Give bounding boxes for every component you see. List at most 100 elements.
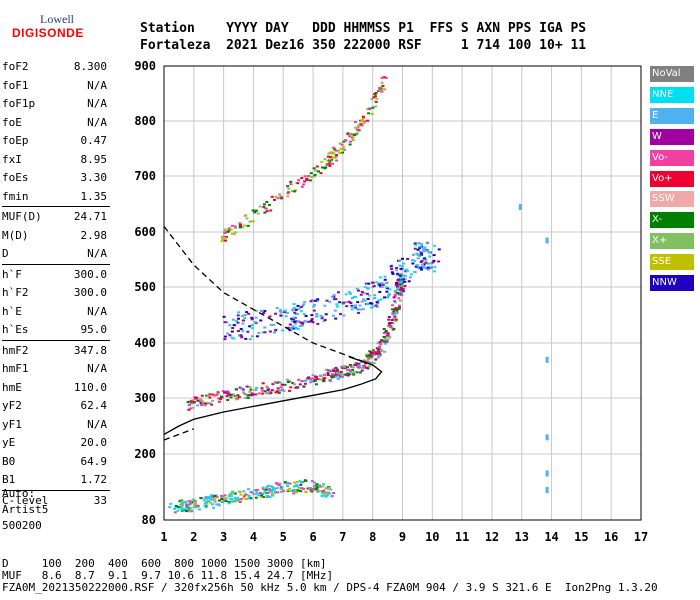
echo-point-f: [336, 371, 339, 374]
echo-point-f: [329, 369, 332, 372]
echo-point-es: [218, 499, 221, 502]
echo-point-f: [380, 349, 384, 352]
echo-point-f: [191, 399, 195, 402]
echo-point-es: [173, 511, 177, 514]
echo-point-spread: [279, 311, 283, 314]
echo-point-2hop: [314, 169, 318, 172]
echo-point-2hop: [240, 226, 244, 228]
echo-point-spread: [423, 246, 427, 249]
echo-point-spread: [223, 335, 227, 338]
echo-point-f: [330, 376, 334, 379]
echo-point-es: [227, 500, 231, 503]
echo-point-es: [313, 481, 316, 484]
echo-point-f: [401, 279, 405, 282]
echo-point-2hop: [253, 211, 257, 214]
echo-point-spread: [299, 306, 303, 309]
echo-point-es: [258, 494, 261, 497]
echo-point-f: [280, 383, 284, 386]
echo-point-f: [295, 386, 298, 389]
echo-point-f: [250, 392, 254, 395]
echo-point-es: [245, 498, 248, 500]
echo-point-spread: [313, 303, 316, 306]
echo-point-f: [192, 401, 196, 403]
echo-point-f: [340, 375, 344, 378]
echo-point-es: [223, 497, 227, 500]
echo-point-f: [364, 360, 368, 363]
echo-point-es: [263, 491, 267, 494]
echo-point-spread: [263, 331, 267, 334]
echo-point-spread: [375, 301, 379, 304]
echo-point-spread: [273, 331, 276, 334]
echo-point-es: [252, 493, 256, 496]
echo-point-spread: [420, 243, 424, 245]
echo-point-spread: [334, 317, 338, 320]
echo-point-f: [396, 286, 400, 289]
echo-point-es: [222, 498, 226, 501]
echo-point-f: [398, 306, 401, 309]
echo-point-f: [378, 353, 382, 356]
echo-point-spread: [424, 258, 428, 261]
digisonde-logo: Lowell DIGISONDE: [8, 10, 83, 42]
echo-point-es: [273, 487, 277, 490]
echo-point-spread: [300, 322, 304, 325]
echo-point-spread: [310, 314, 314, 317]
echo-point-2hop: [305, 179, 309, 181]
echo-point-spread: [437, 248, 441, 251]
echo-point-2hop: [230, 224, 234, 227]
y-tick-label: 500: [134, 280, 156, 294]
echo-point-spread: [302, 313, 306, 316]
echo-point-f: [189, 400, 193, 403]
echo-point-2hop: [308, 179, 312, 182]
echo-point-f: [351, 365, 355, 368]
echo-point-es: [182, 508, 186, 511]
echo-point-es: [255, 491, 259, 494]
echo-point-spread: [294, 327, 298, 330]
echo-point-es: [264, 488, 268, 491]
echo-point-spread: [286, 326, 290, 329]
echo-point-f: [354, 363, 358, 366]
echo-point-es: [295, 481, 299, 483]
echo-point-f: [271, 383, 275, 386]
echo-point-f: [369, 352, 372, 355]
param-row: h`E N/A: [2, 305, 107, 323]
echo-point-f: [393, 308, 397, 311]
echo-point-spread: [416, 257, 420, 260]
echo-point-es: [173, 507, 177, 510]
echo-point-f: [357, 366, 361, 369]
echo-point-2hop: [348, 143, 352, 146]
param-key: yE: [2, 436, 16, 449]
echo-point-es: [215, 496, 219, 498]
echo-point-f: [248, 390, 252, 393]
echo-point-spread: [244, 337, 248, 340]
echo-point-spread: [366, 298, 370, 300]
echo-point-spread: [292, 317, 295, 320]
param-value: 2.98: [80, 228, 108, 242]
echo-point-f: [374, 358, 378, 361]
echo-point-2hop: [375, 97, 379, 100]
echo-point-spread: [413, 242, 417, 245]
param-row: B0 64.9: [2, 455, 107, 473]
echo-point-es: [207, 499, 211, 502]
echo-point-spread: [250, 335, 254, 338]
file-info-row: FZA0M_2021350222000.RSF / 320fx256h 50 k…: [2, 581, 658, 594]
echo-point-spread: [395, 269, 398, 272]
y-tick-label: 700: [134, 169, 156, 183]
echo-point-f: [282, 390, 286, 392]
echo-point-f: [232, 393, 235, 396]
echo-point-2hop: [303, 175, 307, 178]
echo-point-f: [339, 371, 343, 374]
echo-point-f: [392, 328, 396, 330]
echo-point-f: [370, 355, 374, 358]
echo-point-f: [391, 322, 395, 325]
echo-point-f: [237, 395, 241, 398]
echo-point-f: [358, 371, 362, 374]
echo-point-2hop: [338, 142, 342, 145]
echo-point-f: [223, 391, 227, 394]
echo-point-spread: [307, 320, 311, 323]
echo-point-spread: [383, 275, 387, 278]
param-key: h`Es: [2, 323, 29, 336]
echo-point-f: [399, 286, 403, 289]
echo-point-spread: [384, 282, 388, 285]
echo-point-f: [312, 380, 315, 383]
echo-point-2hop: [287, 187, 291, 190]
